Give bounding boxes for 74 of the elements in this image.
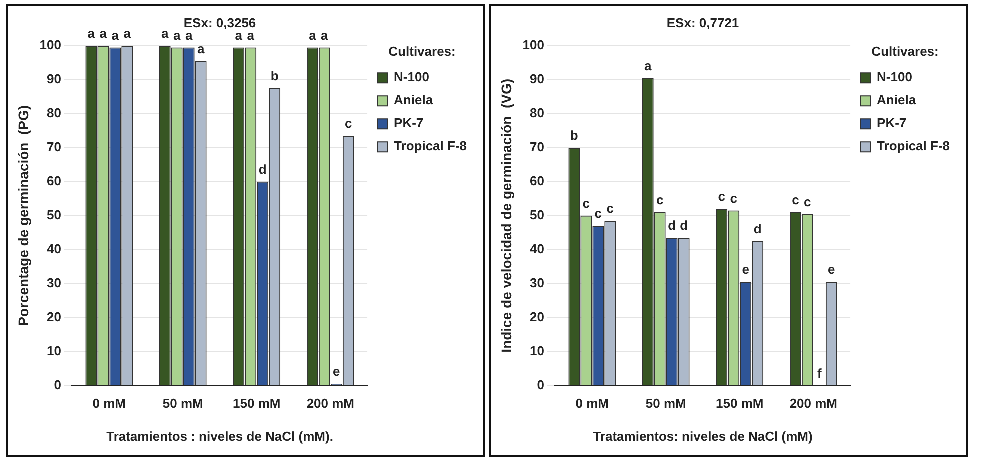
- data-label: d: [754, 221, 762, 236]
- x-tick-label: 150 mM: [233, 396, 281, 412]
- text: ESx: 0,7721: [666, 16, 740, 31]
- y-tick-label: 70: [47, 140, 62, 155]
- data-label: a: [644, 58, 653, 74]
- x-tick-label: 50 mM: [162, 396, 204, 412]
- data-label: b: [570, 128, 578, 144]
- data-label: c: [345, 116, 352, 132]
- legend-label: N-100: [877, 70, 912, 85]
- data-label: d: [258, 162, 267, 177]
- x-tick-label: 0 mM: [576, 396, 609, 412]
- data-label: a: [88, 26, 96, 42]
- data-label: c: [606, 201, 614, 216]
- legend-title: Cultivares:: [872, 44, 939, 60]
- data-label: a: [162, 26, 170, 42]
- data-label: a: [321, 28, 330, 43]
- legend-label: N-100: [394, 70, 430, 85]
- data-label: a: [100, 26, 108, 42]
- y-axis-title: Indice de velocidad de germinación (VG): [498, 78, 514, 353]
- y-tick-label: 50: [47, 207, 62, 222]
- y-tick-label: 50: [530, 207, 544, 222]
- y-tick-label: 100: [522, 38, 544, 53]
- y-tick-label: 70: [530, 140, 544, 155]
- y-tick-label: 40: [530, 241, 544, 256]
- data-label: e: [333, 364, 340, 380]
- x-tick-label: 0 mM: [92, 396, 126, 412]
- legend-label: Aniela: [877, 92, 917, 108]
- data-label: a: [174, 28, 182, 43]
- x-axis-title: Tratamientos: niveles de NaCl (mM): [593, 428, 813, 444]
- y-tick-label: 40: [47, 241, 62, 256]
- y-tick-label: 10: [530, 343, 544, 358]
- x-tick-label: 150 mM: [716, 396, 764, 412]
- data-label: c: [804, 194, 812, 210]
- data-label: c: [582, 196, 590, 211]
- y-tick-label: 30: [47, 275, 62, 290]
- y-tick-label: 0: [537, 377, 544, 392]
- y-tick-label: 90: [530, 72, 544, 87]
- data-label: d: [668, 218, 676, 234]
- data-label: a: [309, 28, 318, 43]
- data-label: e: [828, 262, 836, 278]
- data-label: c: [730, 190, 738, 206]
- y-tick-label: 10: [47, 343, 62, 358]
- data-label: e: [742, 262, 750, 278]
- y-tick-label: 80: [530, 106, 544, 121]
- y-tick-label: 20: [47, 309, 62, 324]
- legend-label: Tropical F-8: [877, 138, 950, 154]
- data-label: d: [680, 218, 688, 234]
- data-label: a: [124, 26, 132, 42]
- data-label: c: [718, 189, 726, 204]
- data-label: a: [112, 28, 120, 43]
- y-axis-title: Porcentage de germinación (PG): [15, 105, 32, 326]
- data-label: a: [197, 41, 206, 56]
- legend-label: Tropical F-8: [394, 138, 468, 154]
- legend-title: Cultivares:: [388, 44, 456, 60]
- data-label: c: [594, 206, 602, 222]
- y-tick-label: 60: [47, 174, 62, 188]
- x-tick-label: 50 mM: [646, 396, 686, 412]
- data-label: b: [270, 68, 279, 84]
- y-tick-label: 100: [40, 38, 62, 53]
- data-label: c: [792, 192, 800, 208]
- x-axis-title: Tratamientos : niveles de NaCl (mM).: [106, 428, 334, 444]
- data-label: c: [656, 192, 664, 208]
- data-label: f: [817, 366, 822, 381]
- legend-label: Aniela: [394, 92, 434, 108]
- y-tick-label: 0: [54, 377, 62, 392]
- y-tick-label: 90: [47, 72, 62, 87]
- legend-label: PK-7: [394, 116, 424, 131]
- legend-label: PK-7: [877, 116, 907, 131]
- y-tick-label: 20: [530, 309, 544, 324]
- y-tick-label: 80: [47, 106, 62, 121]
- x-tick-label: 200 mM: [790, 396, 838, 412]
- x-tick-label: 200 mM: [306, 396, 355, 412]
- y-tick-label: 60: [530, 174, 544, 188]
- y-tick-label: 30: [530, 275, 544, 290]
